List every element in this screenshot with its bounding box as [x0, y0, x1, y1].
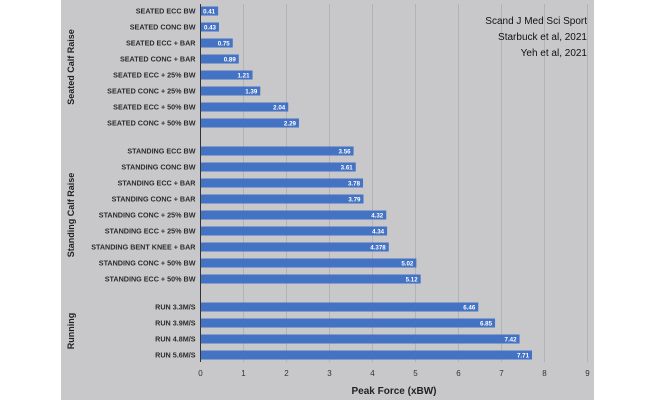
chart-panel: 0.41 0.43 0.75 0.89 1.21 1.39 2.04 2.29 3.56 3.61…	[61, 0, 594, 400]
bar	[200, 318, 496, 328]
bar	[200, 22, 219, 32]
bar-value-label: 0.89	[224, 56, 237, 63]
x-tick-label: 0	[198, 369, 203, 378]
bar	[200, 54, 239, 64]
bars: 0.41 0.43 0.75 0.89 1.21 1.39 2.04 2.29 3.56 3.61…	[200, 6, 533, 360]
bar-value-label: 4.32	[371, 212, 384, 219]
bar-value-label: 5.12	[406, 276, 419, 283]
category-label: RUN 3.9M/S	[155, 319, 196, 328]
category-label: SEATED ECC + 50% BW	[113, 103, 196, 112]
source-annotation-line: Scand J Med Sci Sport	[485, 16, 587, 27]
category-label: STANDING CONC + 50% BW	[99, 259, 196, 268]
bar	[200, 70, 253, 80]
category-label: SEATED CONC + 25% BW	[107, 87, 196, 96]
category-label: STANDING CONC + 25% BW	[99, 211, 196, 220]
bar	[200, 210, 387, 220]
bar	[200, 86, 261, 96]
bar-value-label: 0.41	[203, 8, 216, 15]
category-label: STANDING ECC + 25% BW	[105, 227, 196, 236]
bar	[200, 38, 233, 48]
bar	[200, 102, 289, 112]
category-label: STANDING CONC + BAR	[112, 195, 197, 204]
bar	[200, 334, 520, 344]
x-tick-label: 5	[413, 369, 418, 378]
group-label: Running	[66, 313, 76, 350]
category-label: SEATED ECC + 25% BW	[113, 71, 196, 80]
bar	[200, 194, 364, 204]
category-label: SEATED CONC BW	[130, 23, 196, 32]
group-label: Seated Calf Raise	[66, 29, 76, 105]
bar	[200, 258, 417, 268]
bar-value-label: 3.61	[341, 164, 354, 171]
bar	[200, 6, 219, 16]
x-tick-label: 9	[585, 369, 590, 378]
bar	[200, 350, 533, 360]
x-tick-label: 3	[327, 369, 332, 378]
bar-value-label: 4.378	[370, 244, 386, 251]
bar-value-label: 3.56	[339, 148, 352, 155]
x-tick-label: 6	[456, 369, 461, 378]
group-label: Standing Calf Raise	[66, 173, 76, 258]
group-labels: Seated Calf Raise Standing Calf Raise Runn…	[66, 29, 76, 349]
category-label: STANDING ECC + BAR	[118, 179, 197, 188]
bar-value-label: 7.71	[517, 352, 530, 359]
category-label: SEATED CONC + 50% BW	[107, 119, 196, 128]
source-annotation-line: Yeh et al, 2021	[521, 48, 588, 59]
bar-value-label: 2.04	[273, 104, 286, 111]
category-label: RUN 4.8M/S	[155, 335, 196, 344]
category-label: RUN 5.6M/S	[155, 351, 196, 360]
bar-value-label: 1.21	[237, 72, 250, 79]
category-label: SEATED CONC + BAR	[120, 55, 196, 64]
bar-value-label: 3.79	[348, 196, 361, 203]
category-label: SEATED ECC BW	[136, 7, 196, 16]
bar	[200, 162, 356, 172]
bar	[200, 274, 421, 284]
bar-value-label: 4.34	[372, 228, 385, 235]
category-label: STANDING ECC BW	[127, 147, 195, 156]
bar-value-label: 0.75	[218, 40, 231, 47]
x-axis-label: Peak Force (xBW)	[351, 386, 436, 397]
bar	[200, 178, 364, 188]
x-tick-label: 1	[241, 369, 246, 378]
x-tick-label: 2	[284, 369, 289, 378]
bar-value-label: 6.46	[463, 304, 476, 311]
bar-chart: 0.41 0.43 0.75 0.89 1.21 1.39 2.04 2.29 3.56 3.61…	[66, 4, 590, 397]
bar-value-label: 7.42	[505, 336, 518, 343]
bar-value-label: 0.43	[204, 24, 217, 31]
bar	[200, 242, 389, 252]
x-tick-labels: 0 1 2 3 4 5 6 7 8 9	[198, 369, 590, 378]
x-tick-label: 4	[370, 369, 375, 378]
bar	[200, 146, 354, 156]
source-annotation: Scand J Med Sci Sport Starbuck et al, 202…	[485, 16, 587, 59]
category-label: RUN 3.3M/S	[155, 303, 196, 312]
bar-value-label: 1.39	[245, 88, 258, 95]
bar-value-label: 6.85	[480, 320, 493, 327]
x-tick-label: 8	[542, 369, 547, 378]
category-label: SEATED ECC + BAR	[126, 39, 196, 48]
bar	[200, 118, 299, 128]
bar	[200, 226, 388, 236]
category-label: STANDING BENT KNEE + BAR	[91, 243, 196, 252]
category-label: STANDING ECC + 50% BW	[105, 275, 196, 284]
x-tick-label: 7	[499, 369, 504, 378]
bar-value-label: 5.02	[401, 260, 414, 267]
category-labels: SEATED ECC BW SEATED CONC BW SEATED ECC + …	[91, 7, 196, 360]
source-annotation-line: Starbuck et al, 2021	[498, 32, 587, 43]
category-label: STANDING CONC BW	[121, 163, 195, 172]
bar	[200, 302, 479, 312]
bar-value-label: 2.29	[284, 120, 297, 127]
bar-value-label: 3.78	[348, 180, 361, 187]
gridlines	[243, 4, 588, 362]
